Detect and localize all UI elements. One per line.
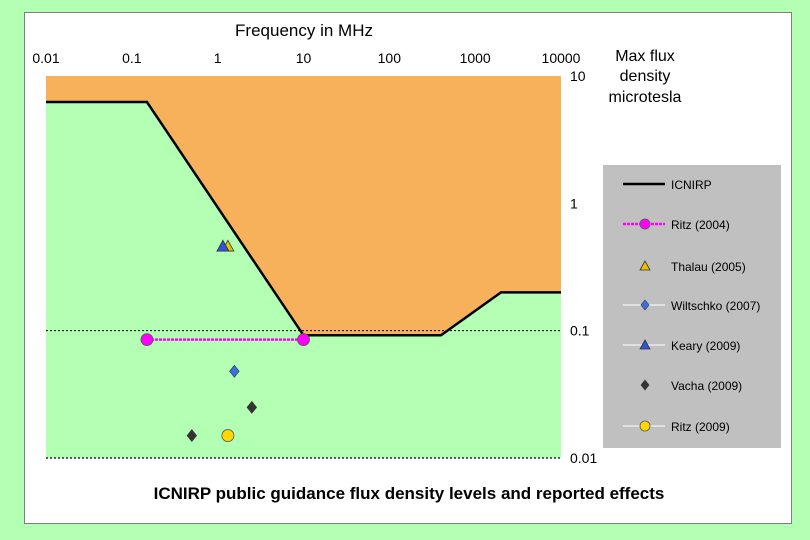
x-tick-label: 100 bbox=[378, 50, 402, 66]
x-tick-label: 10000 bbox=[542, 50, 581, 66]
legend-keary-2009-marker bbox=[639, 339, 651, 350]
legend-ritz-2004-marker bbox=[639, 218, 651, 230]
exceeds-limit-area bbox=[46, 76, 561, 336]
legend-ritz-2009-label: Ritz (2009) bbox=[671, 420, 730, 434]
x-tick-label: 1000 bbox=[460, 50, 491, 66]
plot-area bbox=[46, 76, 561, 459]
series-wiltschko-2007-point bbox=[229, 364, 240, 378]
legend-wiltschko-2007-label: Wiltschko (2007) bbox=[671, 299, 760, 313]
legend-thalau-2005-label: Thalau (2005) bbox=[671, 260, 746, 274]
series-ritz-2004-point bbox=[140, 333, 154, 347]
y-tick-label: 1 bbox=[570, 195, 578, 211]
legend-vacha-2009-label: Vacha (2009) bbox=[671, 379, 742, 393]
x-tick-label: 0.01 bbox=[32, 50, 59, 66]
legend-ritz-2009-marker bbox=[639, 420, 651, 432]
series-vacha-2009-point bbox=[186, 429, 198, 443]
y-tick-label: 0.01 bbox=[570, 450, 597, 466]
series-ritz-2004-point bbox=[297, 333, 310, 347]
series-keary-2009-point bbox=[216, 239, 230, 252]
y-axis-label-line-1: Max flux bbox=[615, 48, 675, 65]
x-tick-label: 1 bbox=[214, 50, 222, 66]
legend-wiltschko-2007-marker bbox=[640, 299, 650, 311]
y-axis-label-line-3: microtesla bbox=[609, 89, 682, 106]
axis-ticks: 0.01 0.1 1 10 100 1000 10000 10 1 0.1 0.01 bbox=[32, 50, 597, 466]
series-vacha-2009-point bbox=[246, 400, 258, 414]
y-tick-label: 10 bbox=[570, 68, 586, 84]
legend-thalau-2005-marker bbox=[639, 260, 651, 271]
x-tick-label: 0.1 bbox=[122, 50, 142, 66]
legend-icnirp-label: ICNIRP bbox=[671, 178, 712, 192]
legend-vacha-2009-marker bbox=[640, 379, 650, 391]
legend-background bbox=[603, 165, 781, 448]
y-axis-label-line-2: density bbox=[620, 68, 671, 85]
legend-ritz-2004-label: Ritz (2004) bbox=[671, 218, 730, 232]
series-ritz-2009-point bbox=[221, 429, 235, 442]
x-tick-label: 10 bbox=[296, 50, 312, 66]
chart-title: ICNIRP public guidance flux density leve… bbox=[154, 484, 665, 503]
legend-keary-2009-label: Keary (2009) bbox=[671, 339, 740, 353]
chart-svg: 0.01 0.1 1 10 100 1000 10000 10 1 0.1 0.01 Frequen… bbox=[32, 21, 781, 503]
legend: ICNIRP Ritz (2004) Thalau (2005) Wiltschko … bbox=[603, 165, 781, 448]
chart-frame: 0.01 0.1 1 10 100 1000 10000 10 1 0.1 0.01 Frequen… bbox=[24, 12, 792, 524]
y-tick-label: 0.1 bbox=[570, 323, 590, 339]
series-icnirp-line bbox=[46, 100, 561, 337]
x-axis-label: Frequency in MHz bbox=[235, 21, 373, 40]
